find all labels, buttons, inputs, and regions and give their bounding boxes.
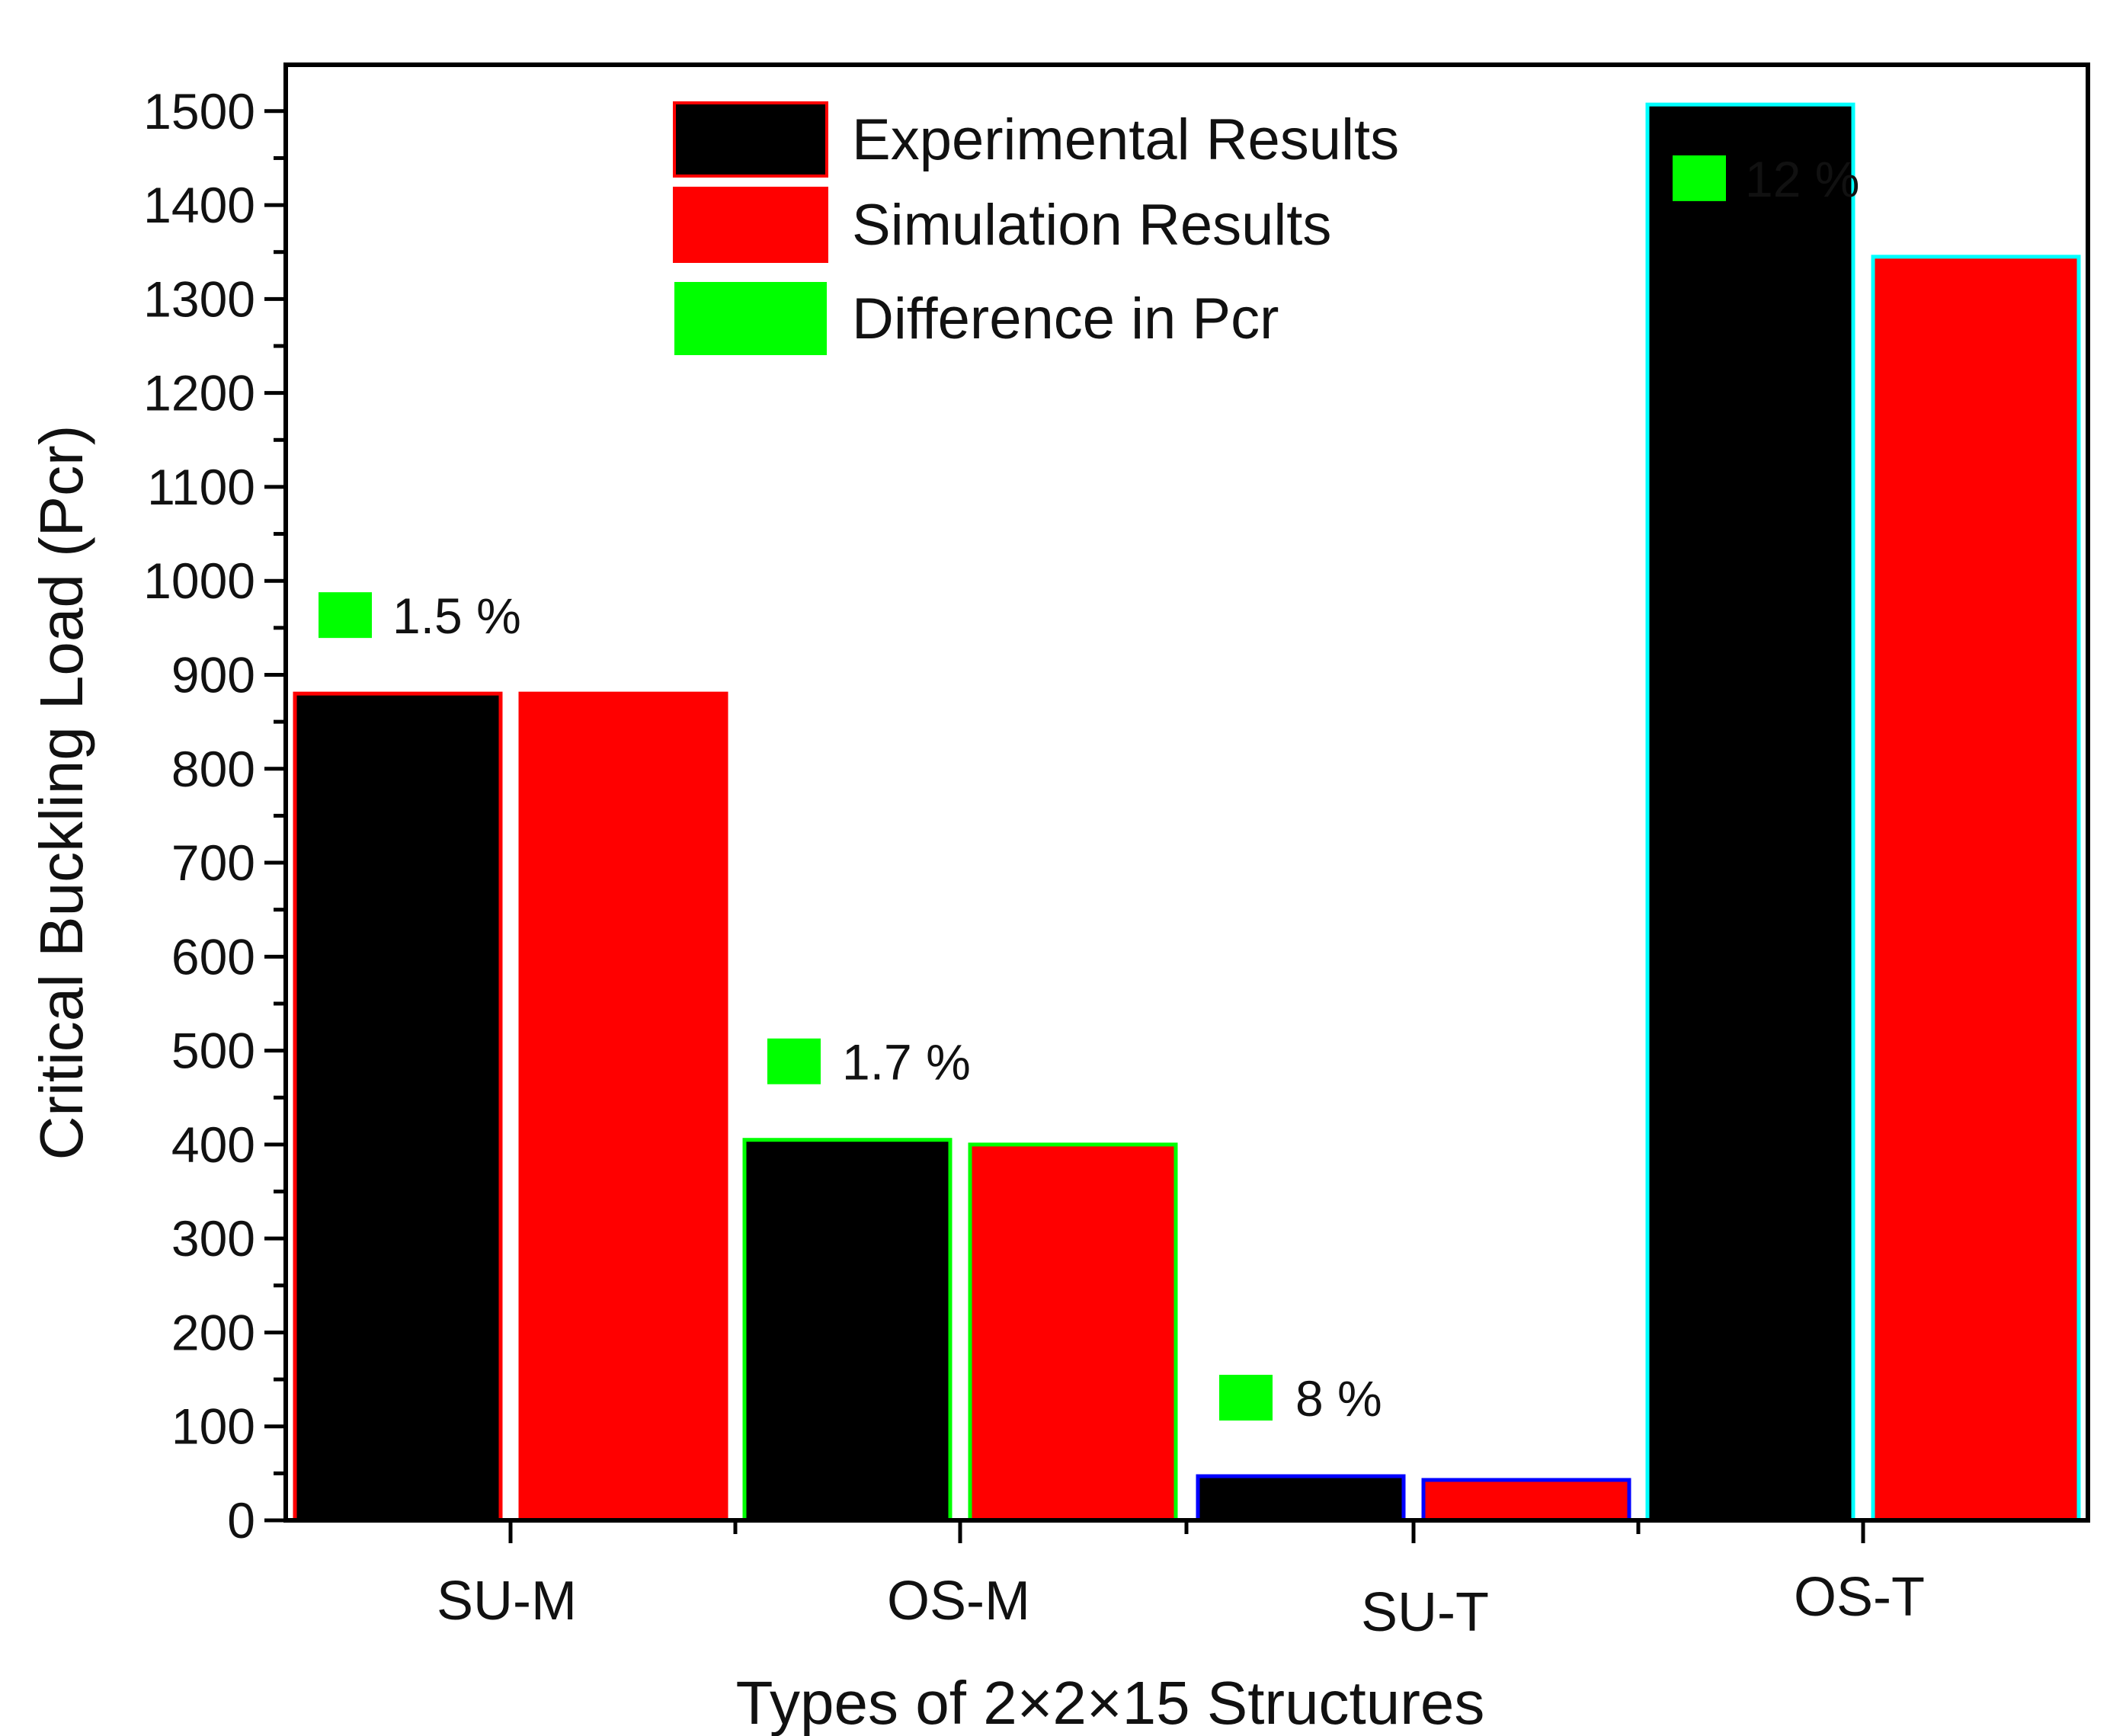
y-tick-label: 1100 <box>147 459 255 515</box>
bar-simulation-os-t <box>1871 255 2081 1523</box>
difference-label-su-t: 8 % <box>1295 1370 1382 1427</box>
legend-swatch-experimental <box>673 101 828 178</box>
y-tick-label: 600 <box>171 928 255 985</box>
y-tick-label: 1400 <box>143 177 255 233</box>
bar-experimental-os-m <box>742 1138 953 1523</box>
x-category-label-su-t: SU-T <box>1361 1582 1489 1643</box>
difference-label-su-m: 1.5 % <box>392 588 521 644</box>
x-category-label-os-t: OS-T <box>1794 1567 1925 1628</box>
y-tick-label: 1200 <box>143 365 255 421</box>
y-tick-label: 300 <box>171 1210 255 1267</box>
axis-labels: 0 100 200 300 400 500 600 700 800 900 1000 1100 1200… <box>143 83 1925 1643</box>
y-tick-label: 1300 <box>143 271 255 327</box>
bars-layer <box>293 102 2081 1523</box>
bar-experimental-su-t <box>1196 1474 1406 1523</box>
legend-swatch-simulation <box>673 187 828 263</box>
y-tick-label: 100 <box>171 1398 255 1455</box>
difference-marker-su-t <box>1219 1375 1273 1421</box>
x-category-label-os-m: OS-M <box>887 1571 1030 1632</box>
legend: Experimental Results Simulation Results Di… <box>673 101 1399 355</box>
difference-marker-su-m <box>319 592 372 639</box>
bar-experimental-su-m <box>293 691 503 1523</box>
y-tick-label: 700 <box>171 834 255 891</box>
bar-simulation-os-m <box>968 1142 1178 1523</box>
y-tick-label: 1500 <box>143 83 255 139</box>
y-tick-label: 0 <box>227 1492 255 1549</box>
bar-simulation-su-m <box>518 691 728 1523</box>
difference-label-os-m: 1.7 % <box>842 1034 971 1091</box>
difference-label-os-t: 12 % <box>1745 151 1859 207</box>
y-tick-label: 200 <box>171 1304 255 1360</box>
bar-experimental-os-t <box>1645 102 1855 1523</box>
x-axis-title: Types of 2×2×15 Structures <box>736 1669 1485 1736</box>
difference-marker-os-m <box>767 1038 821 1084</box>
legend-label-experimental: Experimental Results <box>852 107 1399 172</box>
difference-markers: 1.5 % 1.7 % 8 % 12 % <box>319 151 1859 1427</box>
difference-marker-os-t <box>1673 155 1726 201</box>
y-tick-label: 1000 <box>143 553 255 609</box>
legend-label-difference: Difference in Pcr <box>852 287 1279 351</box>
y-tick-label: 500 <box>171 1023 255 1079</box>
y-tick-label: 800 <box>171 741 255 797</box>
axis-ticks <box>264 109 1865 1543</box>
y-axis-title: Critical Buckling Load (Pcr) <box>27 425 95 1161</box>
legend-swatch-difference <box>674 282 827 355</box>
legend-label-simulation: Simulation Results <box>852 193 1331 258</box>
x-category-label-su-m: SU-M <box>437 1571 577 1632</box>
y-tick-label: 400 <box>171 1116 255 1173</box>
bar-simulation-su-t <box>1421 1478 1631 1523</box>
y-tick-label: 900 <box>171 646 255 703</box>
